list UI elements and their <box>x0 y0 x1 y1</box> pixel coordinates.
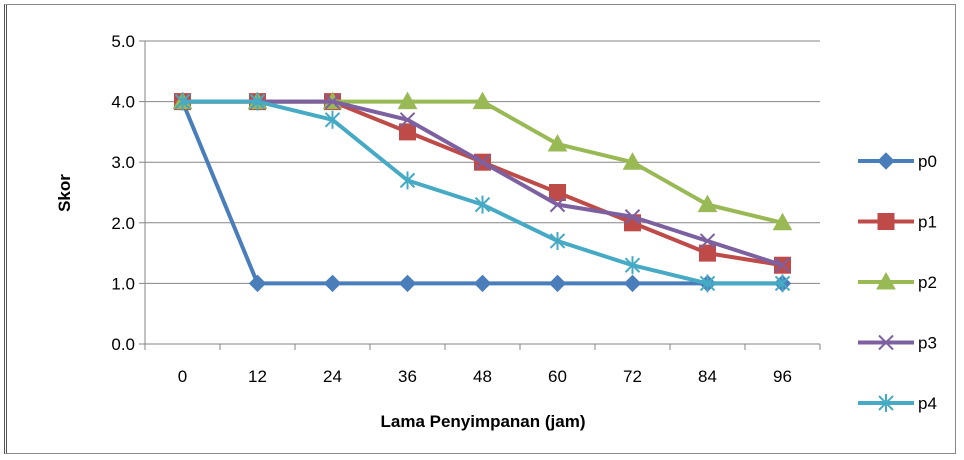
x-tick-label: 12 <box>248 367 267 386</box>
legend-item-p0: p0 <box>858 152 937 171</box>
data-point-p4 <box>324 110 341 129</box>
series-p1 <box>174 93 791 274</box>
data-point-p1 <box>399 123 416 141</box>
y-tick-label: 1.0 <box>111 274 135 293</box>
y-tick-label: 4.0 <box>111 93 135 112</box>
series-p0 <box>173 92 792 293</box>
series-p3 <box>174 93 791 273</box>
x-tick-label: 84 <box>698 367 717 386</box>
data-point-p0 <box>248 274 267 293</box>
x-tick-label: 96 <box>773 367 792 386</box>
data-point-p4 <box>174 92 191 111</box>
x-tick-label: 0 <box>178 367 187 386</box>
legend-marker <box>877 152 895 170</box>
x-tick-label: 36 <box>398 367 417 386</box>
data-point-p3 <box>549 196 566 213</box>
series-p4 <box>174 92 791 293</box>
data-point-p4 <box>774 274 791 293</box>
legend-marker <box>878 394 894 412</box>
y-tick-label: 5.0 <box>111 32 135 51</box>
data-point-p4 <box>399 171 416 190</box>
series-line-p1 <box>182 99 783 268</box>
legend-marker <box>877 213 895 230</box>
series-layer <box>172 91 793 293</box>
x-tick-label: 48 <box>473 367 492 386</box>
y-tick-label: 2.0 <box>111 214 135 233</box>
legend-label: p4 <box>918 394 937 413</box>
data-point-p0 <box>548 274 567 293</box>
x-axis-title: Lama Penyimpanan (jam) <box>380 412 585 431</box>
legend-marker <box>876 271 896 290</box>
series-line-p0 <box>180 100 783 286</box>
data-point-p0 <box>473 274 492 293</box>
legend-label: p1 <box>918 213 937 232</box>
legend-label: p2 <box>918 273 937 292</box>
data-point-p3 <box>624 209 641 225</box>
data-point-p0 <box>398 274 417 293</box>
legend-item-p4: p4 <box>858 394 937 413</box>
data-point-p3 <box>399 112 416 128</box>
data-point-p0 <box>323 274 342 293</box>
data-point-p3 <box>324 93 341 110</box>
x-tick-label: 24 <box>323 367 342 386</box>
data-point-p3 <box>474 154 491 170</box>
data-point-p4 <box>624 256 641 275</box>
legend-item-p3: p3 <box>858 334 937 353</box>
data-point-p2 <box>397 91 418 110</box>
y-axis-title: Skor <box>55 174 74 212</box>
chart-frame <box>4 4 956 454</box>
data-point-p2 <box>622 152 643 170</box>
data-point-p4 <box>474 195 491 214</box>
data-point-p2 <box>772 212 793 231</box>
series-line-p4 <box>182 99 783 286</box>
data-point-p2 <box>697 194 718 213</box>
legend-item-p1: p1 <box>858 213 937 232</box>
data-point-p0 <box>623 274 642 293</box>
data-point-p1 <box>699 244 716 262</box>
data-point-p4 <box>699 274 716 293</box>
data-point-p1 <box>549 184 566 201</box>
legend: p0 p1 p2 p3 p4 <box>858 152 937 413</box>
series-line-p3 <box>182 99 784 268</box>
data-point-p3 <box>774 257 791 273</box>
x-tick-label: 60 <box>548 367 567 386</box>
legend-item-p2: p2 <box>858 271 937 292</box>
legend-label: p0 <box>918 152 937 171</box>
data-point-p2 <box>547 134 568 152</box>
legend-label: p3 <box>918 334 937 353</box>
legend-marker <box>878 334 894 351</box>
data-point-p4 <box>249 92 266 111</box>
data-point-p2 <box>472 91 493 110</box>
data-point-p4 <box>549 231 566 250</box>
axes: 0.0 1.0 2.0 3.0 4.0 5.0 0 12 24 36 48 60 72 84 96 <box>111 32 821 386</box>
data-point-p3 <box>699 233 716 249</box>
x-tick-label: 72 <box>623 367 642 386</box>
y-tick-label: 0.0 <box>111 335 135 354</box>
y-tick-label: 3.0 <box>111 153 135 172</box>
